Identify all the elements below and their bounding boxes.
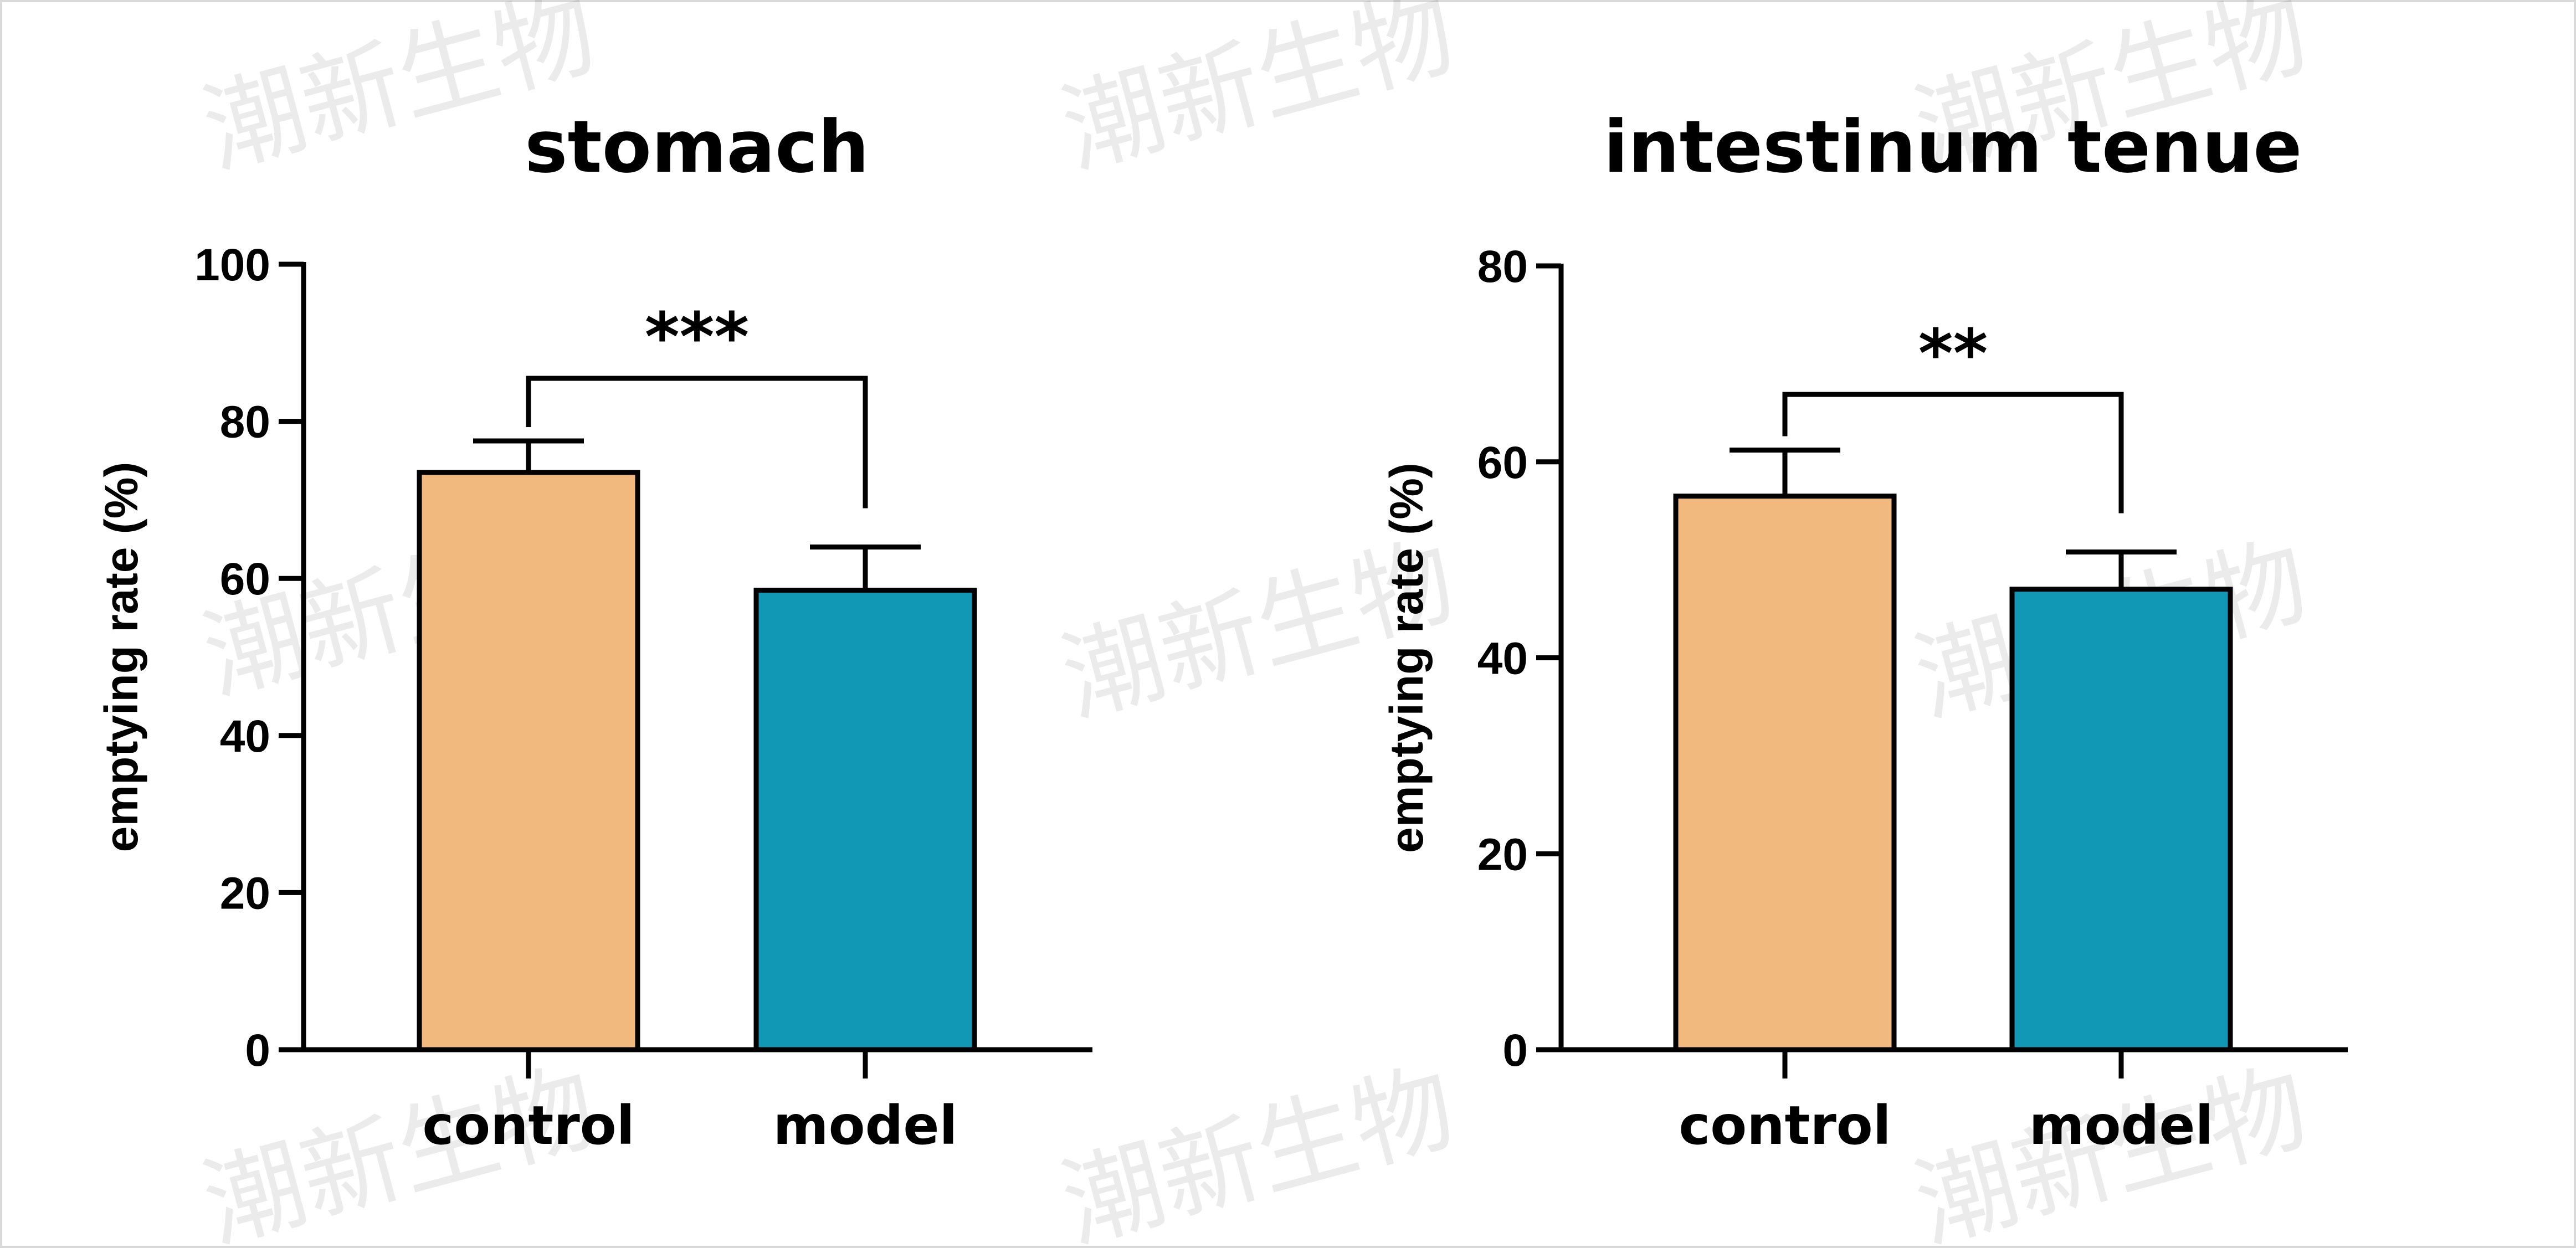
y-tick-label: 0 xyxy=(245,1025,270,1076)
y-tick-label: 20 xyxy=(220,868,270,918)
chart-title: intestinum tenue xyxy=(1604,105,2302,189)
y-axis-label: emptying rate (%) xyxy=(1381,463,1433,853)
significance-label: ** xyxy=(1918,316,1988,393)
x-tick-label: model xyxy=(2029,1095,2214,1157)
y-tick-label: 40 xyxy=(220,711,270,762)
y-tick-label: 60 xyxy=(1477,438,1528,488)
significance-bracket xyxy=(526,376,868,509)
y-axis-label: emptying rate (%) xyxy=(95,462,147,852)
chart-title: stomach xyxy=(525,105,869,189)
significance-bracket xyxy=(1782,392,2124,513)
x-tick-label: control xyxy=(1679,1095,1891,1157)
bar-model xyxy=(753,587,977,1052)
y-tick-label: 60 xyxy=(220,554,270,604)
significance-label: *** xyxy=(645,299,749,376)
bar-model xyxy=(2009,587,2233,1052)
chart-panel-stomach: stomach emptying rate (%) 0 20 40 60 80 100 cont… xyxy=(95,105,1092,1157)
bar-control xyxy=(1673,494,1897,1052)
x-tick-label: model xyxy=(773,1095,958,1157)
y-tick-label: 40 xyxy=(1477,634,1528,684)
x-tick-label: control xyxy=(422,1095,634,1157)
chart-panel-intestinum-tenue: intestinum tenue emptying rate (%) 0 20 40 60… xyxy=(1381,105,2348,1157)
y-tick-label: 100 xyxy=(194,240,270,290)
y-tick-label: 80 xyxy=(220,397,270,448)
y-tick-label: 0 xyxy=(1502,1025,1528,1076)
y-tick-label: 20 xyxy=(1477,829,1528,880)
bar-control xyxy=(417,470,640,1052)
y-tick-label: 80 xyxy=(1477,242,1528,292)
